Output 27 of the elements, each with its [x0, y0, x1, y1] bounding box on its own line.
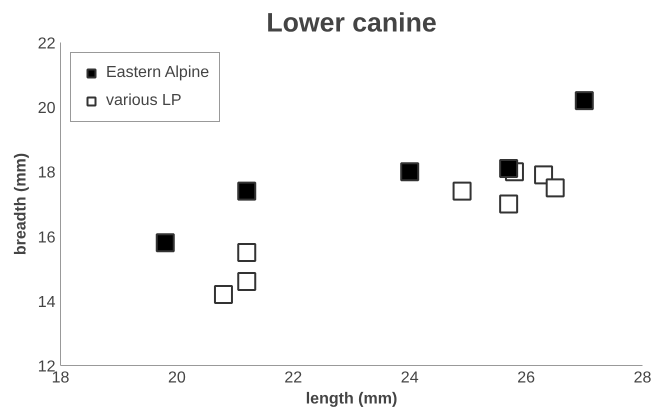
- point: [156, 233, 175, 252]
- x-axis-title: length (mm): [306, 390, 398, 408]
- x-tick-label: 18: [52, 370, 70, 386]
- x-tick-label: 26: [517, 370, 536, 386]
- y-tick-label: 22: [38, 36, 56, 52]
- x-tick-label: 24: [400, 370, 419, 386]
- y-tick-label: 18: [38, 164, 56, 182]
- y-tick-label: 16: [38, 229, 56, 246]
- point: [237, 272, 256, 292]
- x-tick-label: 20: [168, 370, 186, 386]
- chart-title: Lower canine: [266, 8, 437, 38]
- legend-label: various LP: [106, 92, 182, 110]
- y-tick-label: 20: [38, 100, 56, 118]
- y-axis-title: breadth (mm): [12, 152, 30, 256]
- x-tick-label: 28: [634, 370, 652, 386]
- legend-label: Eastern Alpine: [106, 64, 210, 82]
- point: [400, 162, 420, 182]
- point: [574, 91, 594, 110]
- point: [237, 242, 256, 262]
- x-tick-label: 22: [284, 370, 302, 386]
- point: [499, 194, 518, 214]
- point: [499, 158, 518, 178]
- y-tick-label: 14: [38, 294, 56, 311]
- point: [452, 182, 472, 201]
- point: [214, 284, 233, 304]
- point: [546, 178, 565, 198]
- point: [237, 182, 256, 201]
